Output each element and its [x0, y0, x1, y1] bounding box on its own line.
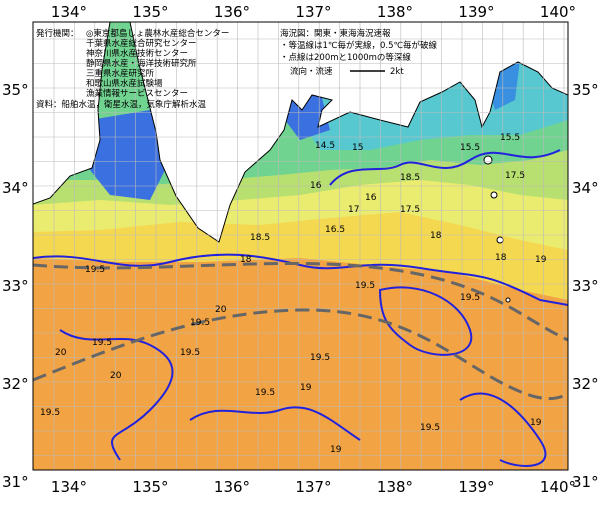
- current-scale: 2kt: [390, 67, 404, 77]
- lat-label: 33°: [2, 277, 29, 295]
- isotherm: [33, 253, 568, 306]
- contour-label: 18.5: [250, 233, 270, 243]
- shikoku: [33, 22, 111, 205]
- lon-label: 137°: [295, 3, 331, 21]
- contour-labels: 14.5 15 15.5 15.5 16 16 16.517 17.5 17.5 18 18 18.5…: [40, 133, 547, 455]
- contour-label: 19.5: [255, 388, 275, 398]
- lat-label: 31°: [2, 473, 29, 491]
- isotherms: [33, 149, 568, 467]
- contour-label: 19.5: [310, 353, 330, 363]
- contour-label: 18: [430, 231, 442, 241]
- island: [496, 236, 504, 244]
- agency: 三重県水産研究所: [86, 68, 155, 79]
- agency: 漁業情報サービスセンター: [86, 88, 188, 99]
- contour-label: 19: [300, 383, 312, 393]
- current-label: 流向・流速: [290, 66, 333, 77]
- lat-label: 35°: [2, 81, 29, 99]
- contour-label: 19: [535, 255, 547, 265]
- lon-label: 139°: [458, 3, 494, 21]
- lon-label: 135°: [132, 3, 168, 21]
- source: 資料：船舶水温，衛星水温，気象庁解析水温: [36, 99, 207, 110]
- lon-label: 140°: [540, 478, 576, 496]
- lat-label: 32°: [2, 375, 29, 393]
- land: [33, 22, 568, 303]
- lat-label: 35°: [572, 81, 599, 99]
- agencies-label: 発行機関：: [36, 28, 79, 39]
- note: ・点線は200mと1000mの等深線: [280, 52, 411, 63]
- contour-label: 19.5: [190, 318, 210, 328]
- contour-label: 19: [530, 418, 542, 428]
- kuroshio-edge: [33, 308, 568, 401]
- island: [483, 155, 493, 165]
- note: ・等温線は1℃毎が実線，0.5℃毎が破線: [280, 40, 438, 51]
- axes: 134° 135° 136° 137° 138° 139° 140° 134° 135° 136°…: [2, 3, 599, 496]
- contour-label: 14.5: [315, 141, 335, 151]
- contour-label: 17.5: [505, 171, 525, 181]
- lat-label: 32°: [572, 375, 599, 393]
- lon-label: 140°: [540, 3, 576, 21]
- kuroshio: [33, 261, 568, 401]
- kii-channel: [90, 110, 170, 200]
- frame: [32, 21, 569, 471]
- map-body: 14.5 15 15.5 15.5 16 16 16.517 17.5 17.5 18 18 18.5…: [33, 22, 568, 470]
- lon-label: 139°: [458, 478, 494, 496]
- isotherm: [459, 392, 547, 467]
- lat-label: 31°: [572, 473, 599, 491]
- contour-label: 20: [110, 371, 122, 381]
- lon-label: 138°: [377, 3, 413, 21]
- header: 発行機関： 海況図：関東・東海海況速報 ・等温線は1℃毎が実線，0.5℃毎が破線…: [36, 28, 438, 110]
- isotherm: [378, 286, 473, 356]
- contour-label: 15.5: [460, 143, 480, 153]
- contour-label: 19.5: [40, 408, 60, 418]
- contour-label: 16: [365, 193, 377, 203]
- lat-label: 34°: [2, 179, 29, 197]
- contour-label: 18: [240, 255, 252, 265]
- contour-label: 16: [310, 181, 322, 191]
- agency: 和歌山県水産試験場: [86, 78, 163, 89]
- island: [490, 191, 498, 199]
- agency: 千葉県水産総合研究センター: [86, 38, 197, 49]
- agency: 静岡県水産・海洋技術研究所: [86, 58, 197, 69]
- lon-label: 137°: [295, 478, 331, 496]
- honshu: [129, 22, 568, 243]
- contour-label: 19.5: [355, 281, 375, 291]
- contour-label: 19.5: [420, 423, 440, 433]
- map-name: 海況図：関東・東海海況速報: [280, 28, 391, 39]
- kuroshio-edge: [33, 261, 568, 342]
- lon-label: 134°: [51, 478, 87, 496]
- contour-label: 17: [348, 205, 359, 215]
- agency: 神奈川県水産技術センター: [86, 48, 188, 59]
- lat-label: 33°: [572, 277, 599, 295]
- contour-label: 19.5: [85, 265, 105, 275]
- lon-label: 135°: [132, 478, 168, 496]
- contour-label: 17.5: [400, 205, 420, 215]
- contour-label: 19.5: [460, 293, 480, 303]
- lon-label: 136°: [214, 478, 250, 496]
- lat-label: 34°: [572, 179, 599, 197]
- contour-label: 18: [495, 253, 507, 263]
- contour-label: 20: [55, 348, 67, 358]
- contour-label: 18.5: [400, 173, 420, 183]
- lon-label: 138°: [377, 478, 413, 496]
- lon-label: 136°: [214, 3, 250, 21]
- contour-label: 19: [330, 445, 342, 455]
- contour-label: 19.5: [92, 338, 112, 348]
- contour-label: 15.5: [500, 133, 520, 143]
- agency: ◎東京都島しょ農林水産総合センター: [86, 28, 229, 39]
- contour-label: 16.5: [325, 225, 345, 235]
- lon-label: 134°: [51, 3, 87, 21]
- contour-label: 20: [215, 305, 227, 315]
- contour-label: 19.5: [180, 348, 200, 358]
- island: [505, 297, 511, 303]
- contour-label: 15: [352, 143, 363, 153]
- isotherm: [329, 149, 561, 186]
- isotherm: [59, 329, 361, 461]
